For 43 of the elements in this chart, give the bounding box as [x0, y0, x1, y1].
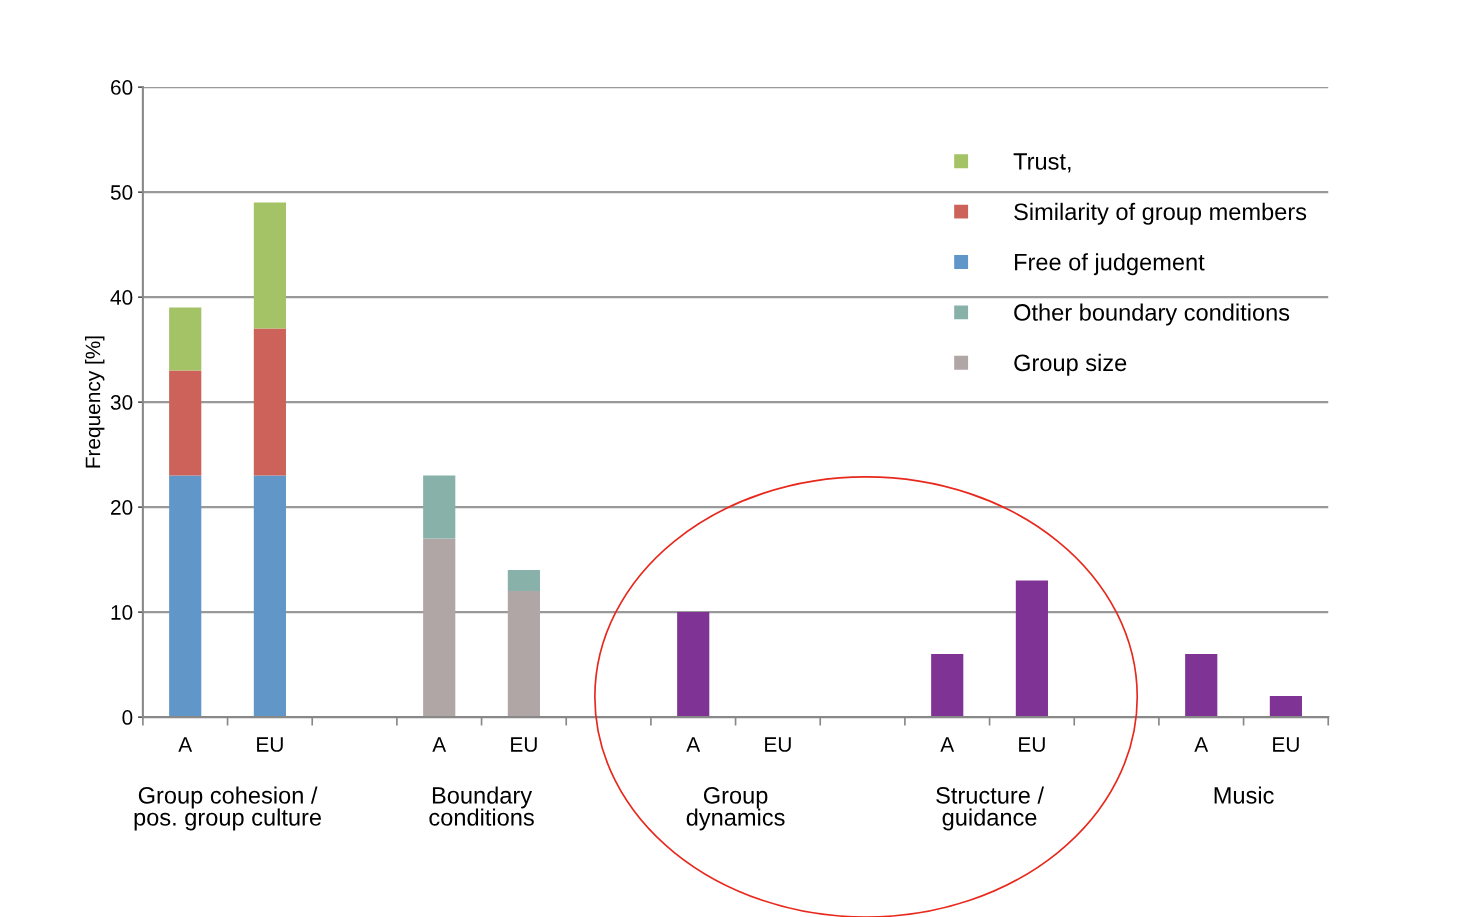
y-tick-label: 40 — [110, 290, 133, 305]
x-tick-label: EU — [765, 737, 791, 752]
bar — [1015, 580, 1048, 718]
y-tick-label: 50 — [110, 185, 133, 200]
y-tick-label: 10 — [111, 605, 133, 620]
legend-label: Trust, — [1013, 153, 1071, 173]
y-tick-label: 60 — [111, 80, 133, 95]
bar — [1185, 654, 1218, 718]
x-tick-label: A — [178, 737, 193, 752]
bar — [507, 591, 540, 718]
bar — [507, 570, 540, 592]
bar — [677, 612, 710, 718]
text: Group cohesion / pos. group culture — [134, 786, 322, 831]
text: Music — [1214, 786, 1274, 804]
x-tick-label: A — [686, 737, 701, 752]
text: Boundary conditions — [429, 786, 534, 826]
bar — [931, 654, 964, 718]
x-tick-label: EU — [1273, 737, 1299, 752]
legend-label: Similarity of group members — [1014, 202, 1307, 225]
text: Structure / guidance — [936, 786, 1045, 831]
y-tick-label: 30 — [110, 395, 133, 410]
bar — [253, 328, 286, 476]
legend-label: Other boundary conditions — [1014, 303, 1290, 326]
bar — [169, 307, 202, 371]
x-tick-label: EU — [1019, 737, 1045, 752]
bar — [253, 202, 286, 329]
y-tick-label: 0 — [122, 710, 133, 725]
y-tick-label: 20 — [111, 500, 133, 515]
bar — [423, 538, 456, 718]
legend-label: Group size — [1014, 353, 1127, 376]
x-tick-label: A — [1194, 737, 1209, 752]
x-tick-label: A — [432, 737, 447, 752]
x-tick-label: A — [940, 737, 955, 752]
bar — [423, 475, 456, 539]
bar — [169, 475, 202, 718]
text: Group dynamics — [686, 787, 785, 831]
x-tick-label: EU — [257, 737, 283, 752]
bar — [253, 475, 286, 718]
legend-label: Free of judgement — [1015, 253, 1205, 276]
bar — [1269, 696, 1302, 718]
bar — [169, 370, 202, 476]
x-tick-label: EU — [511, 737, 537, 752]
y-axis-title: Frequency [%] — [85, 336, 105, 468]
